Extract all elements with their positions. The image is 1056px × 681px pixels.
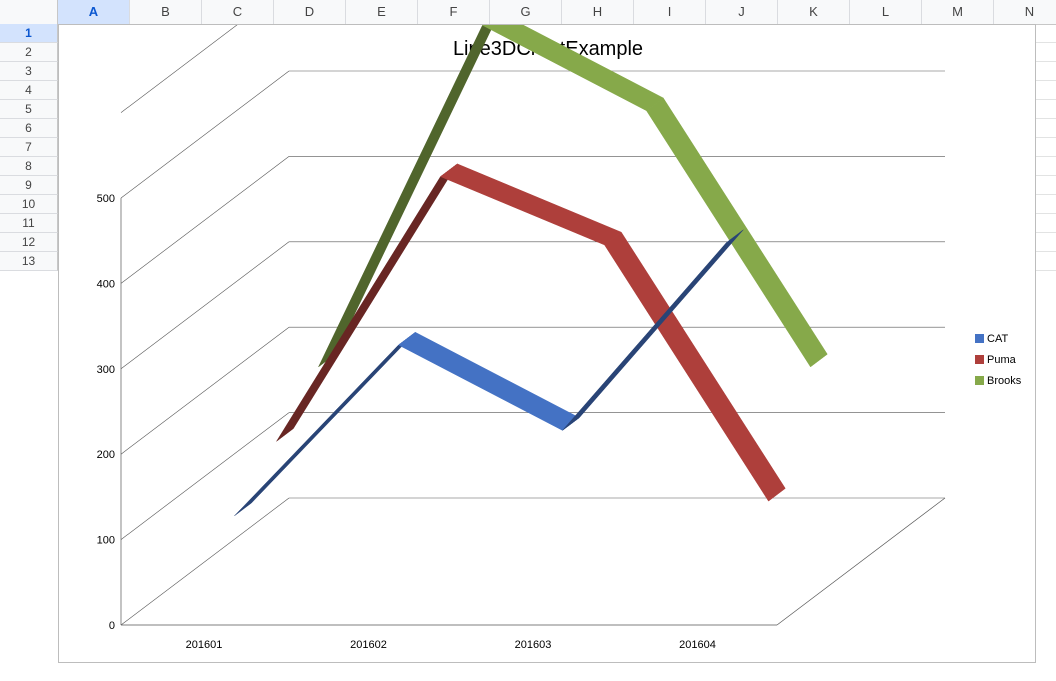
row-header-13[interactable]: 13: [0, 252, 58, 271]
row-gridline: [1036, 270, 1056, 271]
chart-walls: [120, 25, 946, 626]
column-header-m[interactable]: M: [922, 0, 994, 24]
x-tick-label: 201601: [186, 639, 223, 651]
column-header-n[interactable]: N: [994, 0, 1056, 24]
row-gridline: [1036, 194, 1056, 195]
row-header-5[interactable]: 5: [0, 100, 58, 119]
column-header-e[interactable]: E: [346, 0, 418, 24]
x-tick-label: 201602: [350, 639, 387, 651]
row-header-3[interactable]: 3: [0, 62, 58, 81]
row-gridline: [1036, 156, 1056, 157]
y-tick-label: 0: [109, 620, 115, 632]
column-header-l[interactable]: L: [850, 0, 922, 24]
column-header-j[interactable]: J: [706, 0, 778, 24]
legend-label-puma: Puma: [987, 354, 1017, 366]
row-header-11[interactable]: 11: [0, 214, 58, 233]
column-header-a[interactable]: A: [58, 0, 130, 24]
column-header-i[interactable]: I: [634, 0, 706, 24]
series-puma-segment: [604, 231, 786, 502]
column-header-h[interactable]: H: [562, 0, 634, 24]
row-gridline: [1036, 42, 1056, 43]
select-all-corner[interactable]: [0, 0, 58, 24]
series-brooks: [318, 25, 828, 368]
axis-labels: 0 100 200 300 400 500 201601 201602 201603 201604: [97, 193, 716, 651]
side-wall-gridline: [120, 156, 290, 284]
side-wall-gridline: [120, 241, 290, 370]
series-puma: [276, 163, 786, 502]
column-header-g[interactable]: G: [490, 0, 562, 24]
series-cat-segment: [398, 331, 580, 431]
row-gridline: [1036, 175, 1056, 176]
row-gridline: [1036, 61, 1056, 62]
row-header-7[interactable]: 7: [0, 138, 58, 157]
x-tick-label: 201604: [679, 639, 716, 651]
legend-label-brooks: Brooks: [987, 375, 1022, 387]
row-header-2[interactable]: 2: [0, 43, 58, 62]
series-puma-segment: [276, 163, 458, 442]
row-gridline: [1036, 99, 1056, 100]
series-cat: [234, 229, 744, 516]
series-brooks-segment: [318, 25, 494, 368]
row-gridline: [1036, 118, 1056, 119]
row-gridline: [1036, 232, 1056, 233]
column-header-c[interactable]: C: [202, 0, 274, 24]
y-tick-label: 100: [97, 535, 115, 547]
row-gridline: [1036, 80, 1056, 81]
row-header-9[interactable]: 9: [0, 176, 58, 195]
side-wall-gridline: [120, 70, 290, 199]
series-cat-segment: [562, 229, 744, 431]
row-gridline: [1036, 213, 1056, 214]
row-header-6[interactable]: 6: [0, 119, 58, 138]
legend: CAT Puma Brooks: [975, 333, 1022, 387]
x-tick-label: 201603: [515, 639, 552, 651]
side-wall-gridline: [120, 412, 290, 540]
row-header-4[interactable]: 4: [0, 81, 58, 100]
series-brooks-segment: [646, 97, 828, 368]
legend-swatch-puma: [975, 355, 984, 364]
y-tick-label: 300: [97, 364, 115, 376]
column-header-d[interactable]: D: [274, 0, 346, 24]
column-header-f[interactable]: F: [418, 0, 490, 24]
column-header-k[interactable]: K: [778, 0, 850, 24]
row-gridline: [1036, 251, 1056, 252]
row-gridline: [1036, 137, 1056, 138]
row-header-1[interactable]: 1: [0, 24, 58, 43]
y-tick-label: 500: [97, 193, 115, 205]
legend-label-cat: CAT: [987, 333, 1008, 345]
floor-right-edge: [776, 497, 946, 626]
side-wall-gridline: [120, 326, 290, 455]
side-wall-gridline: [120, 497, 290, 626]
legend-swatch-cat: [975, 334, 984, 343]
column-header-b[interactable]: B: [130, 0, 202, 24]
series-puma-segment: [440, 163, 622, 246]
y-tick-label: 400: [97, 278, 115, 290]
side-wall-gridline: [120, 25, 238, 113]
row-header-12[interactable]: 12: [0, 233, 58, 252]
chart-frame[interactable]: Line3DChartExample 010020030040050020160…: [58, 24, 1036, 663]
y-tick-label: 200: [97, 449, 115, 461]
legend-swatch-brooks: [975, 376, 984, 385]
plot-series: [234, 25, 828, 516]
row-header-10[interactable]: 10: [0, 195, 58, 214]
row-header-8[interactable]: 8: [0, 157, 58, 176]
chart: Line3DChartExample 010020030040050020160…: [97, 25, 1022, 651]
